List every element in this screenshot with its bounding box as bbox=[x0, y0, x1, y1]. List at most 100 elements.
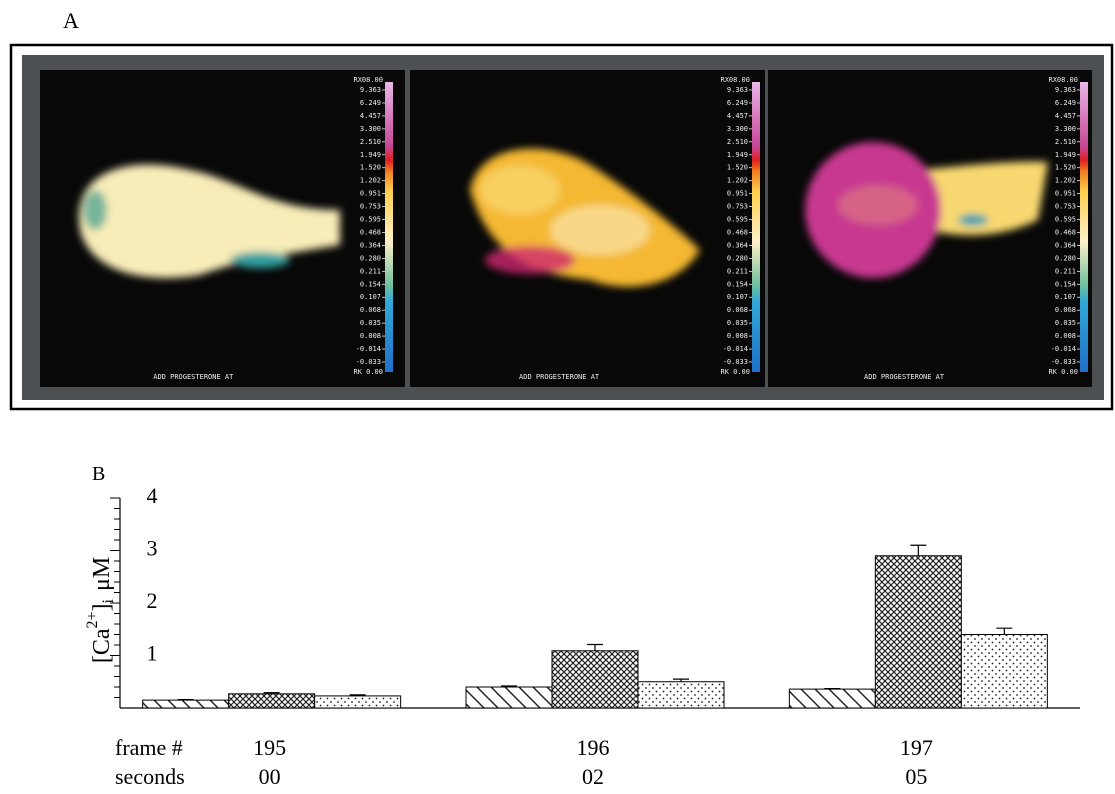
scale-label: -0.033 bbox=[723, 358, 748, 366]
bar bbox=[551, 650, 639, 709]
scale-label: RK 0.00 bbox=[1048, 368, 1078, 376]
scale-label: 0.951 bbox=[360, 190, 381, 198]
scale-label: 1.520 bbox=[360, 164, 381, 172]
scale-label: 0.008 bbox=[727, 332, 748, 340]
scale-label: 1.202 bbox=[360, 177, 381, 185]
scale-label: 0.107 bbox=[727, 293, 748, 301]
image: RX08.00 9.363 6.249 4.457 3.300 2.510 1.949 1.5… bbox=[40, 70, 405, 387]
x-tick-label: 195 bbox=[253, 735, 286, 760]
panel-label: B bbox=[92, 463, 105, 485]
x-tick-label: 05 bbox=[905, 764, 927, 789]
scale-label: 4.457 bbox=[727, 112, 748, 120]
scale-label: 1.202 bbox=[727, 177, 748, 185]
scale-label: 0.951 bbox=[727, 190, 748, 198]
scale-label: 6.249 bbox=[360, 99, 381, 107]
scale-label: RX08.00 bbox=[720, 76, 750, 84]
scale-label: 0.753 bbox=[360, 203, 381, 211]
scale-label: 0.154 bbox=[360, 280, 381, 288]
image-caption: ADD PROGESTERONE AT bbox=[864, 373, 945, 381]
scale-label: 0.008 bbox=[360, 332, 381, 340]
bar bbox=[142, 699, 230, 709]
error-bar bbox=[910, 544, 927, 556]
scale-label: 0.035 bbox=[1055, 319, 1076, 327]
scale-label: 2.510 bbox=[1055, 138, 1076, 146]
scale-label: 0.951 bbox=[1055, 190, 1076, 198]
scale-label: 0.595 bbox=[727, 216, 748, 224]
scale-label: -0.033 bbox=[1051, 358, 1076, 366]
row-label: seconds bbox=[115, 764, 185, 789]
scale-label: 1.949 bbox=[727, 151, 748, 159]
scale-label: 9.363 bbox=[727, 86, 748, 94]
bar bbox=[465, 686, 553, 709]
image: RX08.00 9.363 6.249 4.457 3.300 2.510 1.949 1.5… bbox=[768, 70, 1092, 387]
scale-label: 0.211 bbox=[727, 267, 748, 275]
scale-label: 0.068 bbox=[1055, 306, 1076, 314]
image: RX08.00 9.363 6.249 4.457 3.300 2.510 1.949 1.5… bbox=[410, 70, 765, 387]
row-label: frame # bbox=[115, 735, 183, 760]
scale-label: 6.249 bbox=[727, 99, 748, 107]
scale-label: 0.468 bbox=[727, 228, 748, 236]
scale-label: RX08.00 bbox=[1048, 76, 1078, 84]
scale-label: 0.364 bbox=[1055, 241, 1076, 249]
scale-label: 3.300 bbox=[727, 125, 748, 133]
error-bar bbox=[263, 692, 280, 694]
chart: B [Ca2+]iμM 1 2 3 4 frame # 195 196 197 seconds 0… bbox=[84, 463, 1080, 789]
scale-label: 0.068 bbox=[727, 306, 748, 314]
scale-label: 0.753 bbox=[727, 203, 748, 211]
scale-label: 0.154 bbox=[727, 280, 748, 288]
panel-label: A bbox=[63, 8, 79, 33]
scale-label: 4.457 bbox=[360, 112, 381, 120]
scale-label: 0.107 bbox=[1055, 293, 1076, 301]
x-tick-label: 196 bbox=[577, 735, 610, 760]
scale-label: 0.364 bbox=[727, 241, 748, 249]
color-scale bbox=[752, 82, 760, 372]
bar bbox=[314, 695, 402, 709]
scale-label: 2.510 bbox=[727, 138, 748, 146]
x-tick-label: 00 bbox=[259, 764, 281, 789]
scale-label: 0.008 bbox=[1055, 332, 1076, 340]
y-tick-label: 2 bbox=[147, 588, 158, 613]
scale-label: 6.249 bbox=[1055, 99, 1076, 107]
scale-label: 3.300 bbox=[1055, 125, 1076, 133]
error-bar bbox=[177, 699, 194, 701]
scale-label: 0.211 bbox=[1055, 267, 1076, 275]
scale-label: -0.014 bbox=[723, 345, 748, 353]
y-tick-label: 4 bbox=[147, 483, 158, 508]
bar bbox=[637, 681, 725, 709]
scale-label: RK 0.00 bbox=[720, 368, 750, 376]
scale-label: -0.014 bbox=[356, 345, 381, 353]
scale-label: 3.300 bbox=[360, 125, 381, 133]
error-bar bbox=[587, 643, 603, 651]
image-caption: ADD PROGESTERONE AT bbox=[519, 373, 600, 381]
bar bbox=[788, 688, 876, 709]
scale-label: 0.753 bbox=[1055, 203, 1076, 211]
scale-label: 1.949 bbox=[1055, 151, 1076, 159]
scale-label: 0.280 bbox=[727, 254, 748, 262]
scale-label: 0.468 bbox=[1055, 228, 1076, 236]
error-bar bbox=[673, 678, 689, 682]
scale-label: 1.520 bbox=[1055, 164, 1076, 172]
x-tick-label: 197 bbox=[900, 735, 933, 760]
scale-label: 4.457 bbox=[1055, 112, 1076, 120]
y-axis-label: [Ca2+]iμM bbox=[84, 557, 117, 663]
scale-label: 0.035 bbox=[727, 319, 748, 327]
error-bar bbox=[996, 627, 1013, 635]
scale-label: RX08.00 bbox=[353, 76, 383, 84]
scale-label: 0.068 bbox=[360, 306, 381, 314]
y-tick-label: 3 bbox=[147, 536, 158, 561]
bar bbox=[228, 693, 316, 709]
scale-label: -0.033 bbox=[356, 358, 381, 366]
scale-label: 0.211 bbox=[360, 267, 381, 275]
scale-label: RK 0.00 bbox=[353, 368, 383, 376]
y-tick-label: 1 bbox=[147, 641, 158, 666]
image-caption: ADD PROGESTERONE AT bbox=[153, 373, 234, 381]
scale-label: 0.468 bbox=[360, 228, 381, 236]
scale-label: 0.280 bbox=[1055, 254, 1076, 262]
scale-label: 2.510 bbox=[360, 138, 381, 146]
scale-label: 9.363 bbox=[360, 86, 381, 94]
scale-label: 0.595 bbox=[360, 216, 381, 224]
scale-label: 0.364 bbox=[360, 241, 381, 249]
error-bar bbox=[824, 687, 841, 690]
color-scale bbox=[385, 82, 393, 372]
